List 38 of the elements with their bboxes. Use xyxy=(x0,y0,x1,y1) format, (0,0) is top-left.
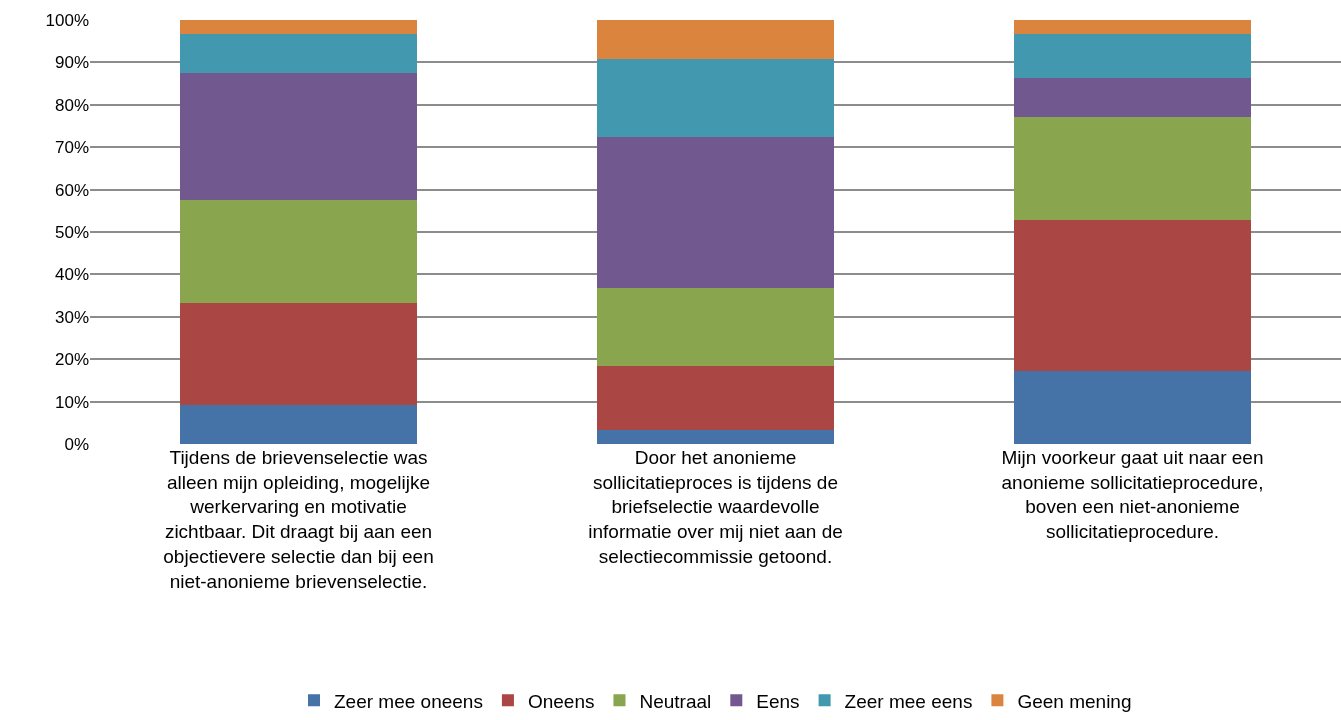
y-tick-label: 80% xyxy=(54,95,89,115)
bar xyxy=(1013,117,1252,220)
bar xyxy=(179,404,418,444)
bar xyxy=(1013,370,1252,444)
y-tick-label: 100% xyxy=(45,10,89,30)
y-tick-label: 90% xyxy=(54,53,89,73)
bar xyxy=(179,73,418,201)
bar xyxy=(596,288,835,366)
bar xyxy=(179,302,418,405)
bar xyxy=(596,59,835,137)
bar xyxy=(1013,20,1252,35)
y-tick-label: 60% xyxy=(54,180,89,200)
bar xyxy=(596,365,835,430)
legend-label: Eens xyxy=(756,690,800,712)
y-tick-label: 50% xyxy=(54,222,89,242)
legend-label: Neutraal xyxy=(639,690,712,712)
bar xyxy=(1013,78,1252,118)
legend-label: Zeer mee eens xyxy=(844,690,973,712)
y-tick-label: 30% xyxy=(54,307,89,327)
y-tick-label: 70% xyxy=(54,138,89,158)
bar xyxy=(179,34,418,74)
bar xyxy=(596,429,835,444)
bar xyxy=(179,200,418,303)
y-tick-label: 0% xyxy=(64,434,89,454)
x-tick-label: Door het anonieme sollicitatieproces is tijdens de briefselectie waardevolle informatie over mij niet aan de selectiecommissie getoond. xyxy=(588,447,843,567)
bar xyxy=(1013,34,1252,79)
x-tick-label: Tijdens de brievenselectie was alleen mijn opleiding, mogelijke werkervaring en motivatie zichtbaar. Dit draagt bij aan een objectievere selectie dan bij een niet-anonieme brievenselectie. xyxy=(163,447,434,592)
legend-label: Zeer mee oneens xyxy=(334,690,483,712)
x-tick-label: Mijn voorkeur gaat uit naar een anonieme sollicitatieprocedure, boven een niet-anonieme sollicitatieprocedure. xyxy=(1001,447,1264,543)
bar xyxy=(596,136,835,289)
y-tick-label: 10% xyxy=(54,392,89,412)
y-tick-label: 40% xyxy=(54,265,89,285)
bar xyxy=(179,20,418,35)
y-tick-label: 20% xyxy=(54,350,89,370)
legend-label: Geen mening xyxy=(1017,690,1132,712)
legend-label: Oneens xyxy=(527,690,595,712)
bar xyxy=(596,20,835,60)
bar xyxy=(1013,219,1252,371)
